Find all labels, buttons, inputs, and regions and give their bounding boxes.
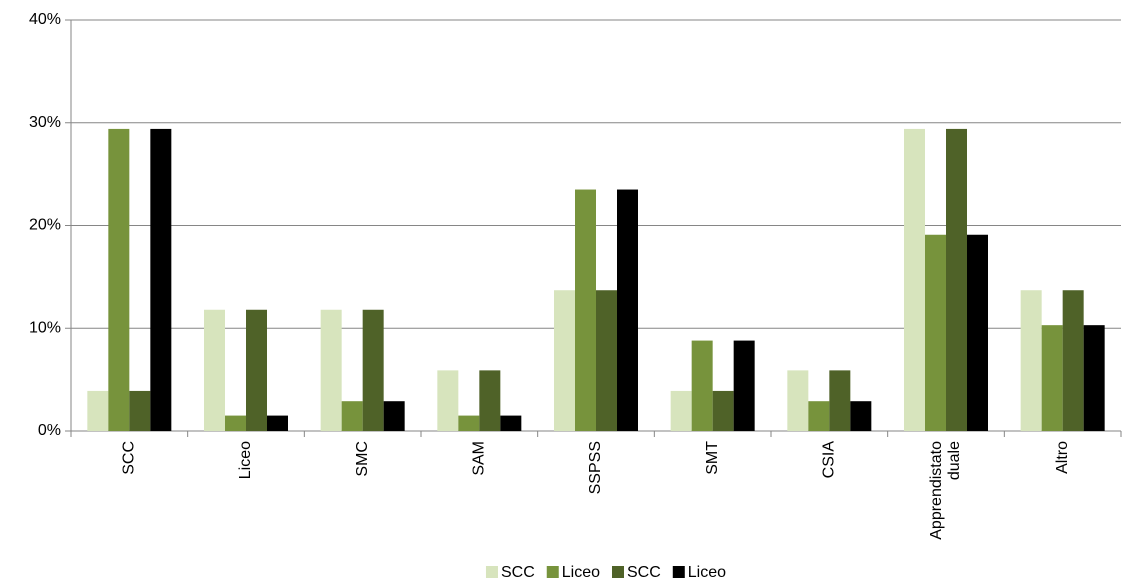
bar bbox=[1020, 290, 1042, 431]
x-tick-label: SCC bbox=[121, 441, 138, 475]
bar bbox=[479, 370, 501, 431]
legend-label: SCC bbox=[627, 564, 661, 581]
bar bbox=[87, 390, 109, 431]
x-tick-label-group: SAM bbox=[471, 441, 488, 476]
x-tick-label: Altro bbox=[1054, 441, 1071, 474]
legend-swatch bbox=[546, 566, 559, 578]
bar bbox=[850, 401, 872, 431]
x-tick-label-group: SCC bbox=[121, 441, 138, 475]
bar bbox=[733, 340, 755, 431]
bar bbox=[437, 370, 459, 431]
bar bbox=[617, 189, 638, 431]
x-tick-label: Apprendistatoduale bbox=[928, 441, 963, 540]
x-tick-label-group: Altro bbox=[1054, 441, 1071, 474]
bar bbox=[362, 309, 384, 431]
bar bbox=[554, 290, 575, 431]
bar bbox=[108, 128, 130, 432]
bar bbox=[1083, 325, 1105, 431]
x-tick-label: SAM bbox=[471, 441, 488, 476]
x-tick-label-group: CSIA bbox=[821, 441, 838, 479]
x-tick-label: SSPSS bbox=[587, 441, 604, 494]
y-tick-label: 30% bbox=[29, 114, 61, 131]
x-tick-label-group: Apprendistatoduale bbox=[928, 441, 963, 540]
bar bbox=[829, 370, 851, 431]
bar bbox=[500, 415, 522, 431]
bar bbox=[1062, 290, 1084, 431]
bar bbox=[225, 415, 246, 431]
bar bbox=[670, 390, 692, 431]
bar bbox=[383, 401, 405, 431]
y-tick-label: 10% bbox=[29, 319, 61, 336]
x-tick-label: SMT bbox=[704, 441, 721, 475]
x-tick-label-group: SSPSS bbox=[587, 441, 604, 494]
bar bbox=[458, 415, 480, 431]
bar bbox=[246, 309, 267, 431]
bar bbox=[575, 189, 596, 431]
bar bbox=[129, 390, 151, 431]
bar bbox=[904, 128, 925, 432]
bar bbox=[267, 415, 288, 431]
y-tick-label: 20% bbox=[29, 217, 61, 234]
bar bbox=[925, 234, 946, 431]
bar bbox=[691, 340, 713, 431]
legend-label: Liceo bbox=[562, 564, 600, 581]
bar bbox=[808, 401, 830, 431]
legend-swatch bbox=[612, 566, 624, 578]
bar bbox=[712, 390, 734, 431]
x-tick-label: CSIA bbox=[821, 441, 838, 479]
bar bbox=[967, 234, 988, 431]
bar bbox=[204, 309, 225, 431]
legend-swatch bbox=[485, 566, 498, 578]
bar bbox=[150, 128, 172, 432]
bar bbox=[787, 370, 809, 431]
bar bbox=[946, 128, 967, 432]
legend-label: SCC bbox=[501, 564, 535, 581]
bar bbox=[1041, 325, 1063, 431]
legend: SCC Liceo SCC Liceo bbox=[485, 564, 726, 581]
x-tick-label-group: Liceo bbox=[237, 441, 254, 479]
x-tick-label: Liceo bbox=[237, 441, 254, 479]
y-tick-label: 40% bbox=[29, 11, 61, 28]
x-tick-label-group: SMT bbox=[704, 441, 721, 475]
x-tick-label: SMC bbox=[354, 441, 371, 477]
legend-label: Liceo bbox=[688, 564, 726, 581]
legend-swatch bbox=[672, 566, 685, 578]
y-tick-label: 0% bbox=[38, 422, 61, 439]
x-tick-label-group: SMC bbox=[354, 441, 371, 477]
bar bbox=[341, 401, 363, 431]
bar bbox=[320, 309, 342, 431]
bar bbox=[596, 290, 617, 431]
